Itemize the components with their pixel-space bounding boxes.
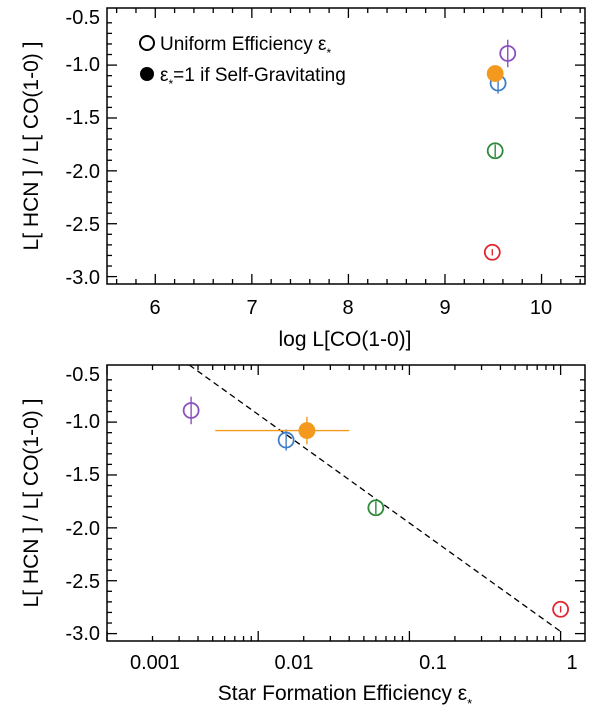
top-data-marks	[483, 39, 517, 261]
top-y-tick-label: -0.5	[66, 7, 100, 29]
legend-sg-sub: *	[168, 77, 173, 91]
bottom-y-tick-label: -1.5	[66, 464, 100, 486]
bottom-y-tick-label: -1.0	[66, 411, 100, 433]
top-x-tick-label: 8	[342, 297, 353, 319]
bottom-x-tick-label: 0.1	[419, 652, 447, 674]
top-purple-open-point	[499, 45, 517, 62]
top-red-open-point	[483, 243, 501, 261]
top-plot-frame	[106, 7, 586, 285]
bottom-red-open-point	[552, 600, 570, 618]
top-axis-ticks	[107, 8, 585, 284]
legend-filled-circle-marker	[140, 67, 154, 81]
legend-open-circle-marker	[139, 35, 155, 51]
bottom-orange-filled-point	[298, 422, 316, 439]
bottom-x-axis-label-sub: *	[467, 696, 472, 711]
legend-entry-uniform: Uniform Efficiency ε*	[160, 34, 332, 60]
legend-sg-rest: =1 if Self-Gravitating	[173, 65, 346, 86]
top-legend: Uniform Efficiency ε* ε*=1 if Self-Gravi…	[139, 34, 346, 91]
top-chart: 6 7 8 9 10 -0.5 -1.0 -1.5 -2.0 -2.5 -3.0…	[20, 7, 586, 351]
top-orange-filled-point	[486, 65, 504, 82]
top-y-axis-label: L[ HCN ] / L[ CO(1-0) ]	[20, 42, 43, 251]
legend-entry-self-gravitating: ε*=1 if Self-Gravitating	[160, 65, 346, 91]
bottom-plot-frame	[106, 364, 586, 642]
bottom-chart: 0.001 0.01 0.1 1 -0.5 -1.0 -1.5 -2.0 -2.…	[20, 364, 586, 711]
legend-sg-epsilon: ε	[160, 65, 169, 86]
top-y-tick-label: -1.0	[66, 54, 100, 76]
bottom-axis-ticks	[106, 365, 585, 641]
bottom-y-tick-label: -2.5	[66, 571, 100, 593]
bottom-purple-open-point	[182, 402, 200, 419]
top-green-open-point	[486, 142, 504, 160]
bottom-x-axis-label: Star Formation Efficiency ε*	[218, 682, 472, 710]
bottom-blue-open-point	[277, 431, 295, 449]
legend-uniform-sub: *	[327, 46, 332, 60]
bottom-fit-line	[188, 364, 561, 633]
bottom-y-tick-label: -2.0	[66, 518, 100, 540]
bottom-green-open-point	[367, 499, 385, 517]
bottom-data-marks	[182, 364, 570, 633]
bottom-y-tick-label: -3.0	[66, 623, 100, 645]
top-y-tick-label: -2.5	[66, 214, 100, 236]
bottom-x-tick-label: 1	[566, 652, 577, 674]
top-x-tick-label: 7	[246, 297, 257, 319]
bottom-x-axis-label-main: Star Formation Efficiency ε	[218, 682, 467, 705]
top-y-tick-label: -3.0	[66, 267, 100, 289]
bottom-x-tick-label: 0.01	[275, 652, 314, 674]
bottom-y-tick-label: -0.5	[66, 364, 100, 386]
top-x-tick-label: 9	[439, 297, 450, 319]
top-y-tick-label: -1.5	[66, 107, 100, 129]
top-x-tick-label: 10	[530, 297, 552, 319]
bottom-x-tick-label: 0.001	[130, 652, 180, 674]
top-y-tick-label: -2.0	[66, 161, 100, 183]
top-x-tick-label: 6	[149, 297, 160, 319]
legend-uniform-label: Uniform Efficiency ε	[160, 34, 327, 55]
top-x-axis-label: log L[CO(1-0)]	[278, 328, 411, 351]
bottom-y-axis-label: L[ HCN ] / L[ CO(1-0) ]	[20, 399, 43, 608]
